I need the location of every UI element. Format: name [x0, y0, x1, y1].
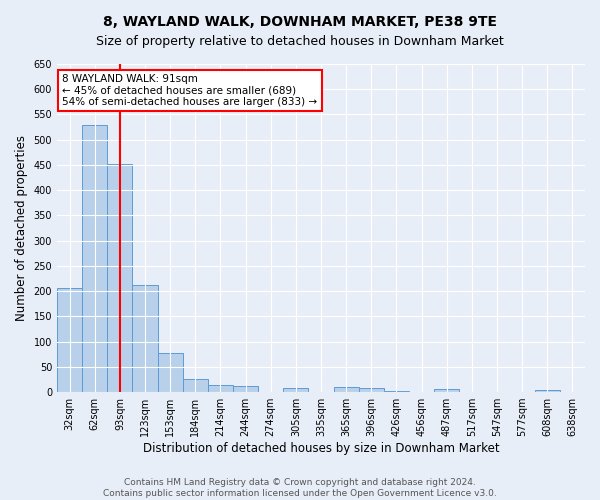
Bar — [183, 379, 208, 392]
Bar — [107, 164, 133, 392]
Bar — [535, 390, 560, 392]
Bar — [334, 387, 359, 392]
Text: Contains HM Land Registry data © Crown copyright and database right 2024.
Contai: Contains HM Land Registry data © Crown c… — [103, 478, 497, 498]
Bar — [233, 386, 258, 392]
Text: Size of property relative to detached houses in Downham Market: Size of property relative to detached ho… — [96, 35, 504, 48]
Text: 8 WAYLAND WALK: 91sqm
← 45% of detached houses are smaller (689)
54% of semi-det: 8 WAYLAND WALK: 91sqm ← 45% of detached … — [62, 74, 317, 107]
Bar — [158, 353, 183, 392]
Y-axis label: Number of detached properties: Number of detached properties — [15, 135, 28, 321]
Bar — [283, 388, 308, 392]
Bar — [82, 124, 107, 392]
Bar — [434, 389, 459, 392]
Bar — [208, 384, 233, 392]
Bar — [57, 288, 82, 392]
Text: 8, WAYLAND WALK, DOWNHAM MARKET, PE38 9TE: 8, WAYLAND WALK, DOWNHAM MARKET, PE38 9T… — [103, 15, 497, 29]
X-axis label: Distribution of detached houses by size in Downham Market: Distribution of detached houses by size … — [143, 442, 499, 455]
Bar — [384, 391, 409, 392]
Bar — [133, 284, 158, 392]
Bar — [359, 388, 384, 392]
